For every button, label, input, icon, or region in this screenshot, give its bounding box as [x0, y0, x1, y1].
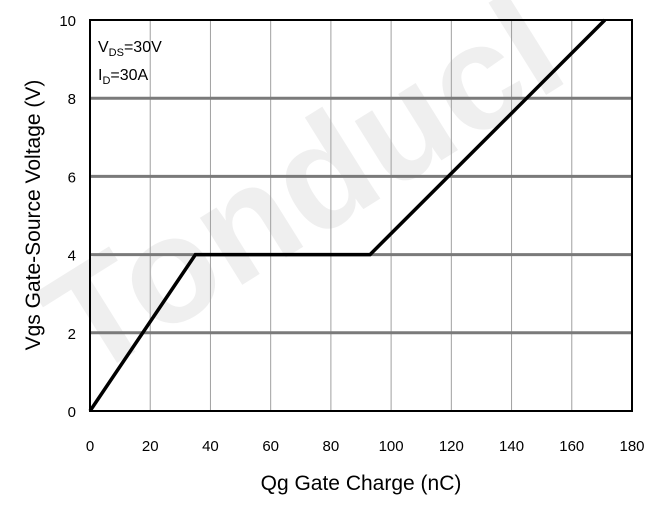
x-tick-label: 40 — [202, 438, 219, 455]
x-tick-label: 100 — [379, 438, 404, 455]
annotation-id-sub: D — [102, 75, 110, 87]
annotation-vds-sub: DS — [109, 47, 124, 59]
x-tick-label: 160 — [559, 438, 584, 455]
x-tick-label: 180 — [619, 438, 644, 455]
x-tick-label: 140 — [499, 438, 524, 455]
annotation-vds: VDS=30V — [98, 39, 162, 59]
x-tick-label: 0 — [86, 438, 94, 455]
series — [88, 18, 607, 412]
x-tick-label: 60 — [262, 438, 279, 455]
y-tick-labels: 0 2 4 6 8 10 — [59, 13, 76, 421]
x-tick-label: 20 — [142, 438, 159, 455]
y-tick-label: 2 — [68, 326, 76, 343]
annotation-id-prefix: I — [98, 67, 102, 84]
x-tick-label: 120 — [439, 438, 464, 455]
grid — [90, 20, 632, 411]
annotation-vds-prefix: V — [98, 39, 109, 56]
y-tick-label: 10 — [59, 13, 76, 30]
y-tick-label: 0 — [68, 404, 76, 421]
watermark: Tonducl — [15, 0, 589, 409]
y-tick-label: 6 — [68, 169, 76, 186]
x-tick-labels: 0 20 40 60 80 100 120 140 160 180 — [86, 438, 645, 455]
annotation-vds-suffix: =30V — [124, 39, 162, 56]
y-axis-label: Vgs Gate-Source Voltage (V) — [22, 80, 45, 351]
annotation-id-suffix: =30A — [110, 67, 148, 84]
plot-frame — [89, 19, 633, 412]
y-tick-label: 8 — [68, 91, 76, 108]
y-tick-label: 4 — [68, 248, 76, 265]
series-line — [88, 18, 607, 412]
x-tick-label: 80 — [323, 438, 340, 455]
annotation-id: ID=30A — [98, 67, 149, 87]
x-axis-label: Qg Gate Charge (nC) — [261, 472, 462, 495]
